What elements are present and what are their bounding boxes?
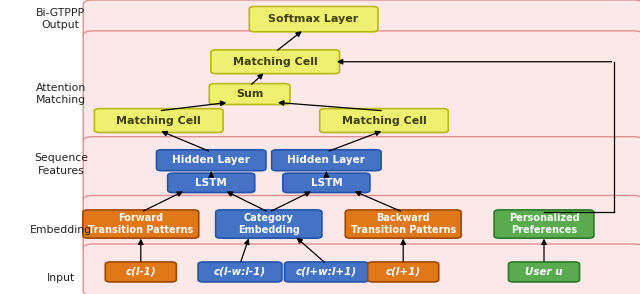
FancyBboxPatch shape xyxy=(156,150,266,171)
Text: Embedding: Embedding xyxy=(29,225,92,235)
FancyBboxPatch shape xyxy=(285,262,369,282)
Text: Hidden Layer: Hidden Layer xyxy=(287,155,365,165)
FancyBboxPatch shape xyxy=(211,50,339,74)
Text: c(l-1): c(l-1) xyxy=(125,267,156,277)
FancyBboxPatch shape xyxy=(346,210,461,238)
Text: User u: User u xyxy=(525,267,563,277)
FancyBboxPatch shape xyxy=(198,262,282,282)
Text: Category
Embedding: Category Embedding xyxy=(238,213,300,235)
Text: Sum: Sum xyxy=(236,89,263,99)
Text: Forward
Transition Patterns: Forward Transition Patterns xyxy=(88,213,193,235)
FancyBboxPatch shape xyxy=(105,262,177,282)
FancyBboxPatch shape xyxy=(83,0,640,40)
Text: c(l-w:l-1): c(l-w:l-1) xyxy=(214,267,266,277)
FancyBboxPatch shape xyxy=(83,210,198,238)
Text: Backward
Transition Patterns: Backward Transition Patterns xyxy=(351,213,456,235)
Text: LSTM: LSTM xyxy=(310,178,342,188)
FancyBboxPatch shape xyxy=(367,262,439,282)
Text: Personalized
Preferences: Personalized Preferences xyxy=(509,213,579,235)
Text: Matching Cell: Matching Cell xyxy=(342,116,426,126)
FancyBboxPatch shape xyxy=(83,196,640,253)
Text: Matching Cell: Matching Cell xyxy=(116,116,201,126)
Text: Softmax Layer: Softmax Layer xyxy=(268,14,359,24)
FancyBboxPatch shape xyxy=(209,83,290,104)
FancyBboxPatch shape xyxy=(216,210,322,238)
Text: c(l+w:l+1): c(l+w:l+1) xyxy=(296,267,357,277)
FancyBboxPatch shape xyxy=(249,6,378,32)
FancyBboxPatch shape xyxy=(95,109,223,132)
FancyBboxPatch shape xyxy=(83,244,640,294)
Text: c(l+1): c(l+1) xyxy=(386,267,420,277)
FancyBboxPatch shape xyxy=(283,173,370,193)
FancyBboxPatch shape xyxy=(168,173,255,193)
Text: Attention
Matching: Attention Matching xyxy=(36,83,86,105)
Text: Matching Cell: Matching Cell xyxy=(233,57,317,67)
FancyBboxPatch shape xyxy=(83,31,640,146)
FancyBboxPatch shape xyxy=(509,262,580,282)
Text: Input: Input xyxy=(47,273,75,283)
Text: Sequence
Features: Sequence Features xyxy=(34,153,88,176)
FancyBboxPatch shape xyxy=(272,150,381,171)
FancyBboxPatch shape xyxy=(319,109,448,132)
Text: Bi-GTPPP
Output: Bi-GTPPP Output xyxy=(36,8,85,30)
FancyBboxPatch shape xyxy=(83,137,640,204)
Text: LSTM: LSTM xyxy=(195,178,227,188)
Text: Hidden Layer: Hidden Layer xyxy=(172,155,250,165)
FancyBboxPatch shape xyxy=(494,210,594,238)
